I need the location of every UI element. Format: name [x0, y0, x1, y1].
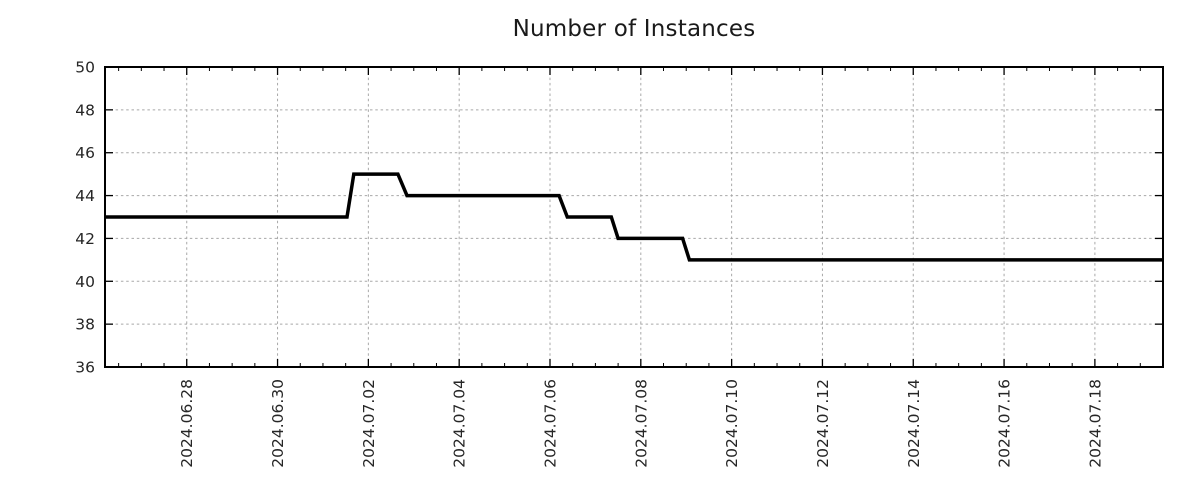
x-tick-label: 2024.06.28	[178, 379, 196, 468]
x-tick-label: 2024.07.14	[905, 379, 923, 468]
x-tick-label: 2024.07.04	[451, 379, 469, 468]
y-tick-label: 36	[75, 359, 95, 377]
y-tick-label: 48	[75, 101, 95, 119]
x-tick-label: 2024.07.12	[814, 379, 832, 468]
x-tick-label: 2024.07.06	[541, 379, 559, 468]
x-tick-label: 2024.07.10	[723, 379, 741, 468]
y-tick-label: 46	[75, 144, 95, 162]
x-tick-label: 2024.07.16	[996, 379, 1014, 468]
x-tick-label: 2024.07.18	[1086, 379, 1104, 468]
chart-title: Number of Instances	[512, 16, 756, 42]
y-tick-label: 38	[75, 316, 95, 334]
y-tick-label: 44	[75, 187, 95, 205]
data-line	[105, 172, 1163, 262]
x-tick-label: 2024.06.30	[269, 379, 287, 468]
y-tick-label: 40	[75, 273, 95, 291]
x-tick-label: 2024.07.08	[632, 379, 650, 468]
x-tick-label: 2024.07.02	[360, 379, 378, 468]
y-tick-label: 50	[75, 59, 95, 77]
y-tick-label: 42	[75, 230, 95, 248]
